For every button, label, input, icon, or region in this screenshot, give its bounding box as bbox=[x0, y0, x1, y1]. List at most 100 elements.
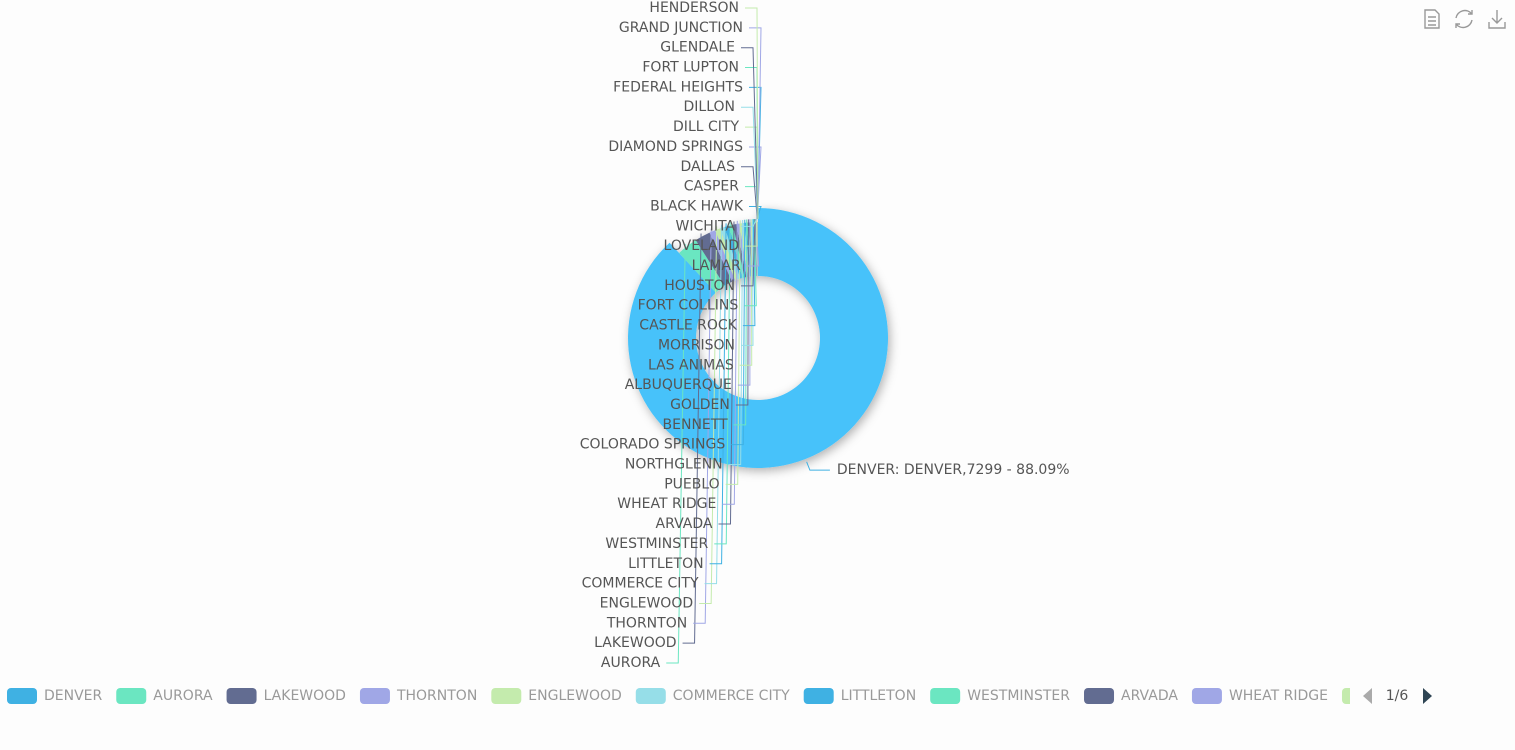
label-line bbox=[737, 219, 751, 386]
legend-swatch bbox=[803, 688, 834, 704]
label-line bbox=[714, 222, 731, 545]
slice-label: GRAND JUNCTION bbox=[619, 20, 743, 36]
slice-label: HENDERSON bbox=[649, 0, 739, 16]
legend-swatch bbox=[635, 688, 666, 704]
legend-label: LITTLETON bbox=[841, 688, 916, 704]
label-line bbox=[709, 223, 727, 565]
slice-label: DILL CITY bbox=[673, 119, 739, 135]
legend-label: AURORA bbox=[153, 688, 213, 704]
legend-pager: 1/6 bbox=[1363, 688, 1432, 704]
slice-label: NORTHGLENN bbox=[625, 457, 723, 473]
next-page-button[interactable] bbox=[1423, 688, 1432, 704]
slice-label: WESTMINSTER bbox=[605, 536, 708, 552]
legend-label: COMMERCE CITY bbox=[673, 688, 790, 704]
label-line bbox=[806, 461, 830, 471]
label-line bbox=[728, 219, 744, 466]
slice-label: LAS ANIMAS bbox=[648, 357, 734, 373]
slice-label: COMMERCE CITY bbox=[582, 576, 699, 592]
toolbox bbox=[1424, 9, 1506, 29]
legend-label: THORNTON bbox=[396, 688, 477, 704]
legend-swatch bbox=[1084, 688, 1115, 704]
pie-slice bbox=[628, 208, 888, 468]
label-line bbox=[733, 219, 748, 426]
pie-slice bbox=[679, 240, 725, 293]
legend-label: LAKEWOOD bbox=[264, 688, 346, 704]
slice-label: DIAMOND SPRINGS bbox=[608, 139, 743, 155]
label-line bbox=[735, 219, 749, 406]
label-line bbox=[741, 219, 756, 287]
slice-label: ARVADA bbox=[656, 516, 713, 532]
legend-label: WHEAT RIDGE bbox=[1229, 688, 1328, 704]
legend-label: WESTMINSTER bbox=[967, 688, 1070, 704]
label-line bbox=[745, 7, 759, 220]
slice-label: COLORADO SPRINGS bbox=[580, 437, 726, 453]
legend-swatch bbox=[226, 688, 257, 704]
slice-label: DALLAS bbox=[681, 159, 736, 175]
slice-label: DENVER: DENVER,7299 - 88.09% bbox=[837, 462, 1070, 478]
legend-swatch bbox=[7, 688, 37, 704]
label-line bbox=[741, 47, 759, 220]
pie-slice bbox=[747, 222, 754, 277]
slice-label: FORT LUPTON bbox=[642, 60, 739, 76]
slice-label: PUEBLO bbox=[664, 476, 719, 492]
slice-label: GLENDALE bbox=[660, 40, 735, 56]
restore-button[interactable] bbox=[1455, 9, 1473, 29]
label-line bbox=[731, 219, 746, 446]
slice-label: FEDERAL HEIGHTS bbox=[613, 79, 743, 95]
pie-slice bbox=[754, 222, 757, 277]
labels: DENVER: DENVER,7299 - 88.09% AURORA LAKEWO… bbox=[580, 0, 1070, 671]
label-line bbox=[718, 221, 735, 525]
legend-swatch bbox=[491, 688, 522, 704]
slice-label: GOLDEN bbox=[670, 397, 730, 413]
slice-label: FORT COLLINS bbox=[638, 298, 739, 314]
pie-slice bbox=[695, 232, 733, 286]
slice-label: CASTLE ROCK bbox=[639, 318, 737, 334]
legend-swatch bbox=[1191, 688, 1222, 704]
slice-label: CASPER bbox=[684, 179, 740, 195]
slice-label: BLACK HAWK bbox=[650, 198, 744, 214]
label-line bbox=[741, 106, 759, 220]
slice-label: AURORA bbox=[601, 655, 661, 671]
slice-label: ENGLEWOOD bbox=[600, 595, 693, 611]
label-line bbox=[739, 219, 753, 366]
slice-label: LOVELAND bbox=[664, 238, 739, 254]
legend: DENVER AURORA LAKEWOOD THORNTON ENGLEWOOD COM… bbox=[7, 688, 1350, 704]
legend-swatch bbox=[116, 688, 147, 704]
page-indicator: 1/6 bbox=[1386, 688, 1409, 704]
label-line bbox=[725, 220, 741, 485]
legend-swatch bbox=[1341, 688, 1350, 704]
legend-swatch bbox=[359, 688, 390, 704]
label-line bbox=[699, 226, 718, 604]
slice-label: WICHITA bbox=[676, 218, 736, 234]
legend-label: DENVER bbox=[44, 688, 103, 704]
slice-label: WHEAT RIDGE bbox=[617, 496, 716, 512]
label-line bbox=[722, 220, 738, 505]
label-line bbox=[744, 219, 757, 307]
label-line bbox=[745, 218, 758, 247]
slice-label: MORRISON bbox=[658, 337, 735, 353]
label-line bbox=[741, 218, 758, 227]
legend-label: ARVADA bbox=[1121, 688, 1178, 704]
slice-label: DILLON bbox=[683, 99, 735, 115]
label-line bbox=[741, 166, 758, 220]
data-view-button[interactable] bbox=[1424, 9, 1440, 29]
slice-label: LAKEWOOD bbox=[594, 635, 676, 651]
label-line bbox=[682, 233, 702, 644]
slice-label: LAMAR bbox=[692, 258, 741, 274]
save-image-button[interactable] bbox=[1488, 10, 1506, 29]
label-line bbox=[741, 219, 754, 346]
slice-label: LITTLETON bbox=[628, 556, 703, 572]
slice-label: BENNETT bbox=[663, 417, 729, 433]
legend-label: ENGLEWOOD bbox=[528, 688, 621, 704]
label-line bbox=[693, 228, 712, 624]
slice-label: ALBUQUERQUE bbox=[625, 377, 732, 393]
legend-swatch bbox=[930, 688, 961, 704]
label-line bbox=[666, 243, 686, 664]
label-line bbox=[704, 224, 723, 585]
slice-label: HOUSTON bbox=[664, 278, 735, 294]
label-line bbox=[749, 27, 762, 220]
slice-label: THORNTON bbox=[606, 615, 687, 631]
prev-page-button[interactable] bbox=[1363, 688, 1372, 704]
pie-slice bbox=[755, 222, 757, 277]
